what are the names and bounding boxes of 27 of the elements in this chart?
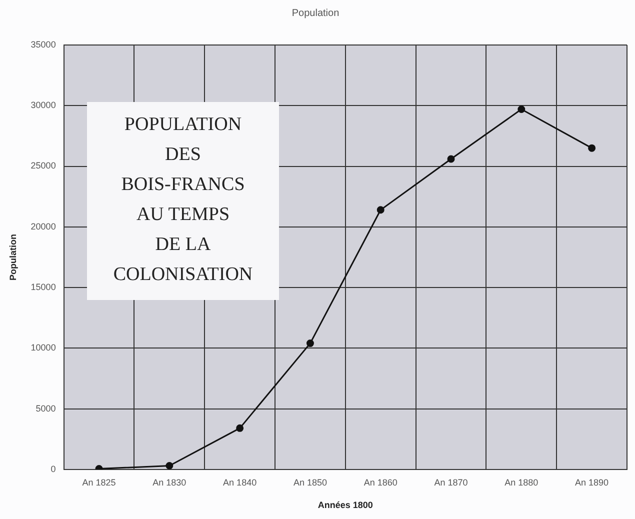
x-tick-label: An 1870 bbox=[434, 477, 468, 488]
x-tick-label: An 1860 bbox=[364, 477, 398, 488]
y-axis-title: Population bbox=[8, 234, 18, 280]
x-tick-label: An 1880 bbox=[504, 477, 538, 488]
y-tick-label: 25000 bbox=[30, 160, 56, 171]
point bbox=[306, 340, 314, 348]
x-tick-label: An 1840 bbox=[223, 477, 257, 488]
x-tick-label: An 1850 bbox=[293, 477, 327, 488]
point bbox=[588, 144, 596, 152]
y-tick-label: 20000 bbox=[30, 221, 56, 232]
y-tick-label: 15000 bbox=[30, 282, 56, 292]
y-tick-label: 10000 bbox=[30, 342, 56, 353]
y-tick-label: 5000 bbox=[36, 403, 56, 414]
point bbox=[236, 424, 244, 432]
y-tick-label: 0 bbox=[50, 464, 56, 474]
x-tick-label: An 1825 bbox=[82, 477, 116, 488]
annotation: POPULATION DES BOIS-FRANCS AU TEMPS DE LA COLONISATION bbox=[87, 102, 279, 300]
y-tick-label: 30000 bbox=[30, 100, 56, 110]
x-tick-label: An 1890 bbox=[575, 477, 609, 488]
point bbox=[518, 106, 526, 114]
y-tick-label: 35000 bbox=[30, 39, 56, 50]
point bbox=[447, 155, 455, 163]
point bbox=[166, 462, 174, 470]
x-tick-label: An 1830 bbox=[152, 477, 186, 488]
x-axis-title: Années 1800 bbox=[318, 500, 373, 510]
chart-title: Population bbox=[292, 8, 340, 19]
point bbox=[376, 206, 384, 214]
